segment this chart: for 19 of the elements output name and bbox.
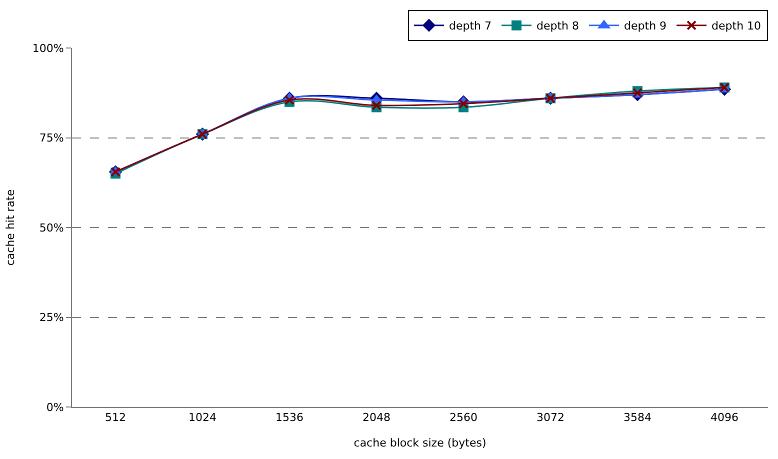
y-axis-title: cache hit rate — [4, 189, 17, 266]
x-tick-label: 2048 — [362, 411, 390, 424]
y-tick-label: 100% — [32, 42, 64, 55]
legend-label: depth 8 — [536, 20, 580, 33]
legend-label: depth 10 — [712, 20, 762, 33]
x-tick-label: 512 — [105, 411, 126, 424]
y-tick-label: 75% — [39, 132, 64, 145]
x-tick-label: 3072 — [536, 411, 564, 424]
x-axis-title: cache block size (bytes) — [354, 436, 486, 450]
x-tick-label: 4096 — [710, 411, 738, 424]
legend-label: depth 9 — [624, 20, 667, 33]
legend-label: depth 7 — [449, 20, 492, 33]
y-tick-label: 50% — [39, 221, 64, 234]
x-tick-label: 1536 — [276, 411, 304, 424]
y-tick-label: 25% — [39, 311, 64, 324]
x-tick-label: 2560 — [450, 411, 478, 424]
x-tick-label: 1024 — [188, 411, 216, 424]
x-tick-label: 3584 — [624, 411, 652, 424]
y-tick-label: 0% — [46, 400, 64, 414]
